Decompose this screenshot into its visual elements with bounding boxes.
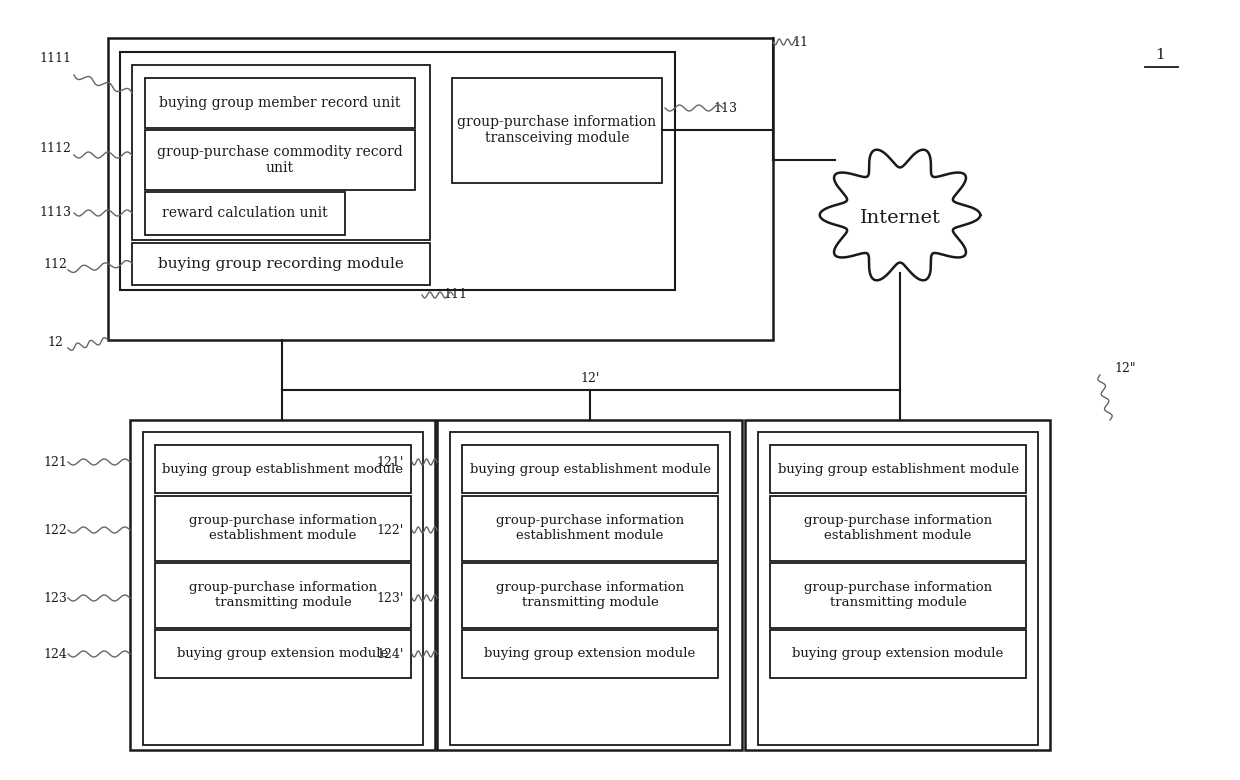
Text: group-purchase information
transceiving module: group-purchase information transceiving … — [458, 115, 656, 145]
Text: group-purchase information
establishment module: group-purchase information establishment… — [496, 514, 684, 542]
Bar — [130, 420, 435, 750]
Bar — [155, 563, 410, 628]
Bar — [145, 192, 345, 235]
Text: 1: 1 — [1156, 48, 1164, 62]
Bar — [120, 52, 675, 290]
Text: 112: 112 — [43, 258, 67, 271]
Text: buying group extension module: buying group extension module — [792, 647, 1003, 661]
Text: 12: 12 — [47, 336, 63, 349]
Text: 1111: 1111 — [38, 51, 71, 65]
Text: group-purchase information
transmitting module: group-purchase information transmitting … — [188, 581, 377, 609]
Text: 121: 121 — [43, 456, 67, 469]
Text: 113: 113 — [713, 101, 737, 115]
Bar — [770, 630, 1025, 678]
Bar — [463, 445, 718, 493]
Text: group-purchase information
transmitting module: group-purchase information transmitting … — [496, 581, 684, 609]
Bar — [770, 563, 1025, 628]
Bar — [155, 445, 410, 493]
Bar — [463, 496, 718, 561]
Text: 12": 12" — [1115, 361, 1136, 374]
Bar — [453, 78, 662, 183]
Bar — [145, 130, 415, 190]
Text: group-purchase information
establishment module: group-purchase information establishment… — [804, 514, 992, 542]
Bar — [745, 420, 1050, 750]
Text: buying group establishment module: buying group establishment module — [162, 463, 403, 476]
Text: 121': 121' — [376, 456, 404, 469]
Text: 1113: 1113 — [38, 207, 71, 219]
Text: buying group extension module: buying group extension module — [485, 647, 696, 661]
Text: group-purchase information
transmitting module: group-purchase information transmitting … — [804, 581, 992, 609]
Text: buying group recording module: buying group recording module — [157, 257, 404, 271]
Text: 122': 122' — [377, 523, 404, 537]
Bar — [758, 432, 1038, 745]
Text: buying group establishment module: buying group establishment module — [777, 463, 1018, 476]
Text: 12': 12' — [580, 371, 600, 385]
Text: buying group member record unit: buying group member record unit — [159, 96, 401, 110]
Bar — [463, 563, 718, 628]
Polygon shape — [820, 150, 981, 280]
Bar — [131, 65, 430, 240]
Bar — [145, 78, 415, 128]
Text: 123: 123 — [43, 591, 67, 604]
Text: 11: 11 — [792, 36, 808, 48]
Bar — [463, 630, 718, 678]
Text: reward calculation unit: reward calculation unit — [162, 206, 327, 220]
Text: buying group establishment module: buying group establishment module — [470, 463, 711, 476]
Bar — [450, 432, 730, 745]
Text: 124': 124' — [376, 647, 404, 661]
Text: 111: 111 — [443, 289, 467, 302]
Text: group-purchase information
establishment module: group-purchase information establishment… — [188, 514, 377, 542]
Bar — [108, 38, 773, 340]
Text: Internet: Internet — [859, 209, 940, 227]
Text: 123': 123' — [376, 591, 404, 604]
Text: 1112: 1112 — [40, 141, 71, 154]
Bar — [155, 496, 410, 561]
Bar — [770, 445, 1025, 493]
Text: buying group extension module: buying group extension module — [177, 647, 388, 661]
Bar — [131, 243, 430, 285]
Bar — [770, 496, 1025, 561]
Text: group-purchase commodity record
unit: group-purchase commodity record unit — [157, 145, 403, 175]
Bar — [436, 420, 742, 750]
Bar — [143, 432, 423, 745]
Bar — [155, 630, 410, 678]
Text: 124: 124 — [43, 647, 67, 661]
Text: 122: 122 — [43, 523, 67, 537]
